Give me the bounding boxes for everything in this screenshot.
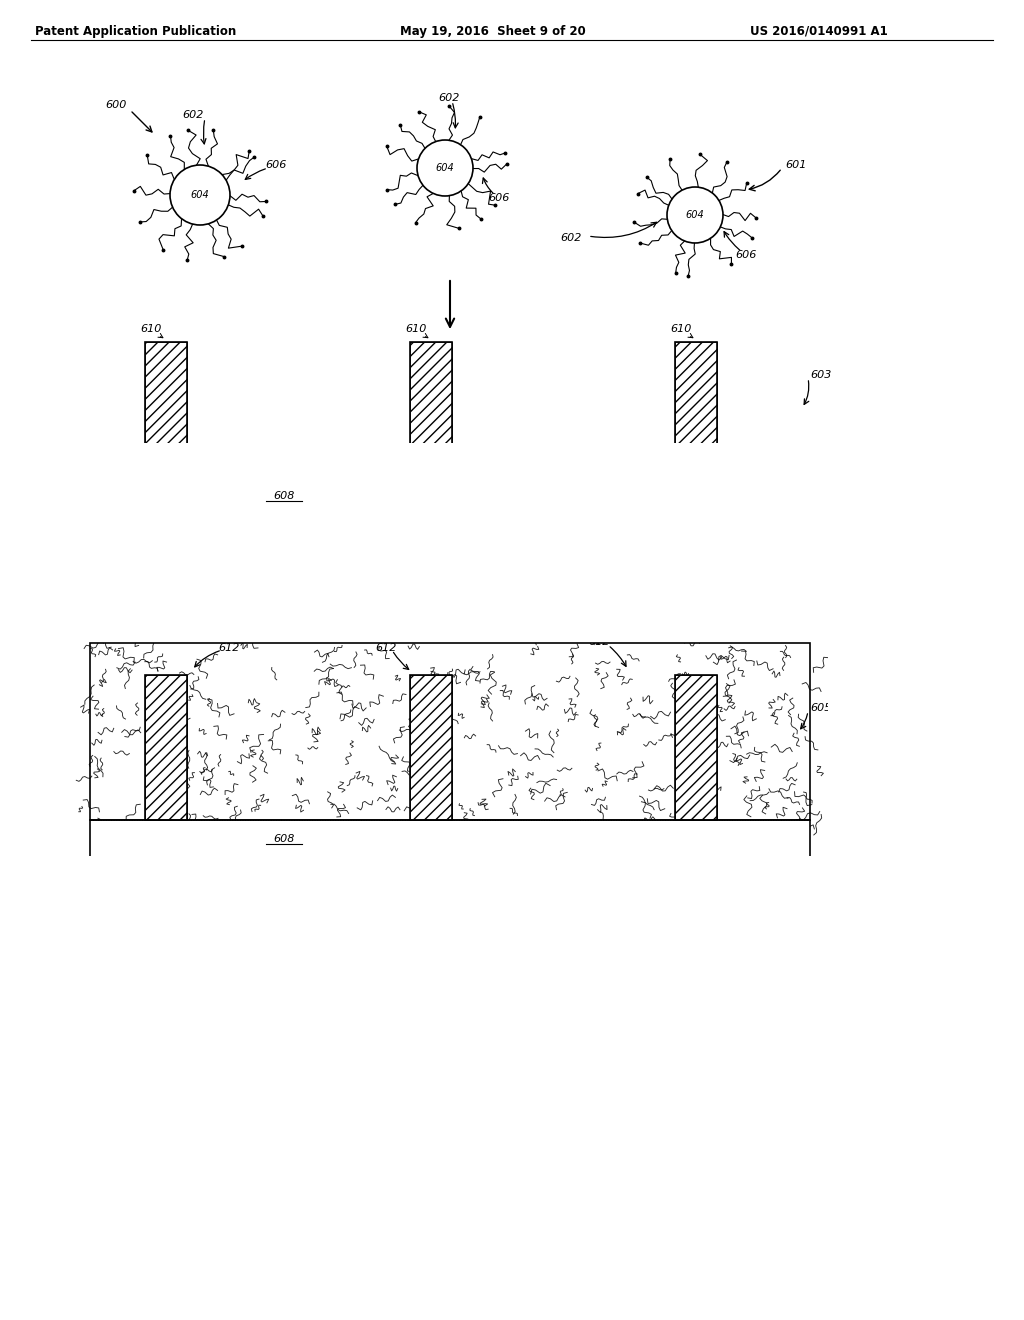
Text: 606: 606 [735,249,757,260]
Text: 604: 604 [435,162,455,173]
Circle shape [417,140,473,195]
Bar [675,342,717,477]
Bar [410,675,452,820]
Bar [675,675,717,820]
Bar [145,675,187,820]
Bar [40,855,910,1320]
Text: 610: 610 [685,873,707,883]
Circle shape [170,165,230,224]
Text: 606: 606 [265,160,287,170]
Bar [145,342,187,477]
Bar [410,675,452,820]
Text: 604: 604 [686,210,705,220]
Bar [675,342,717,477]
Bar [90,643,810,820]
Bar [410,342,452,477]
Text: 602: 602 [182,110,204,120]
Bar [90,477,810,515]
Bar [410,342,452,477]
Text: 603: 603 [810,370,831,380]
Bar [828,593,1024,870]
Text: 610: 610 [670,323,691,334]
Text: 602: 602 [560,234,582,243]
Text: 612: 612 [588,638,609,647]
Bar [145,342,187,477]
Text: 604: 604 [190,190,209,201]
Text: Patent Application Publication: Patent Application Publication [35,25,237,38]
Text: 610: 610 [406,323,426,334]
Text: May 19, 2016  Sheet 9 of 20: May 19, 2016 Sheet 9 of 20 [400,25,586,38]
Text: 605: 605 [810,704,831,713]
Text: 602: 602 [438,92,460,103]
Text: 610: 610 [420,873,441,883]
Text: 610: 610 [140,323,162,334]
Text: 608: 608 [273,834,295,843]
Text: 600: 600 [105,100,126,110]
Text: 612: 612 [375,643,396,653]
Text: 606: 606 [488,193,509,203]
Bar [0,593,72,870]
Text: 610: 610 [156,873,177,883]
Text: 608: 608 [273,491,295,502]
Bar [675,675,717,820]
Bar [145,675,187,820]
Bar [40,444,910,643]
Text: 601: 601 [785,160,806,170]
Text: FIG. 6: FIG. 6 [428,928,472,942]
Text: 612: 612 [218,643,240,653]
Bar [90,820,810,858]
Text: US 2016/0140991 A1: US 2016/0140991 A1 [750,25,888,38]
Circle shape [667,187,723,243]
